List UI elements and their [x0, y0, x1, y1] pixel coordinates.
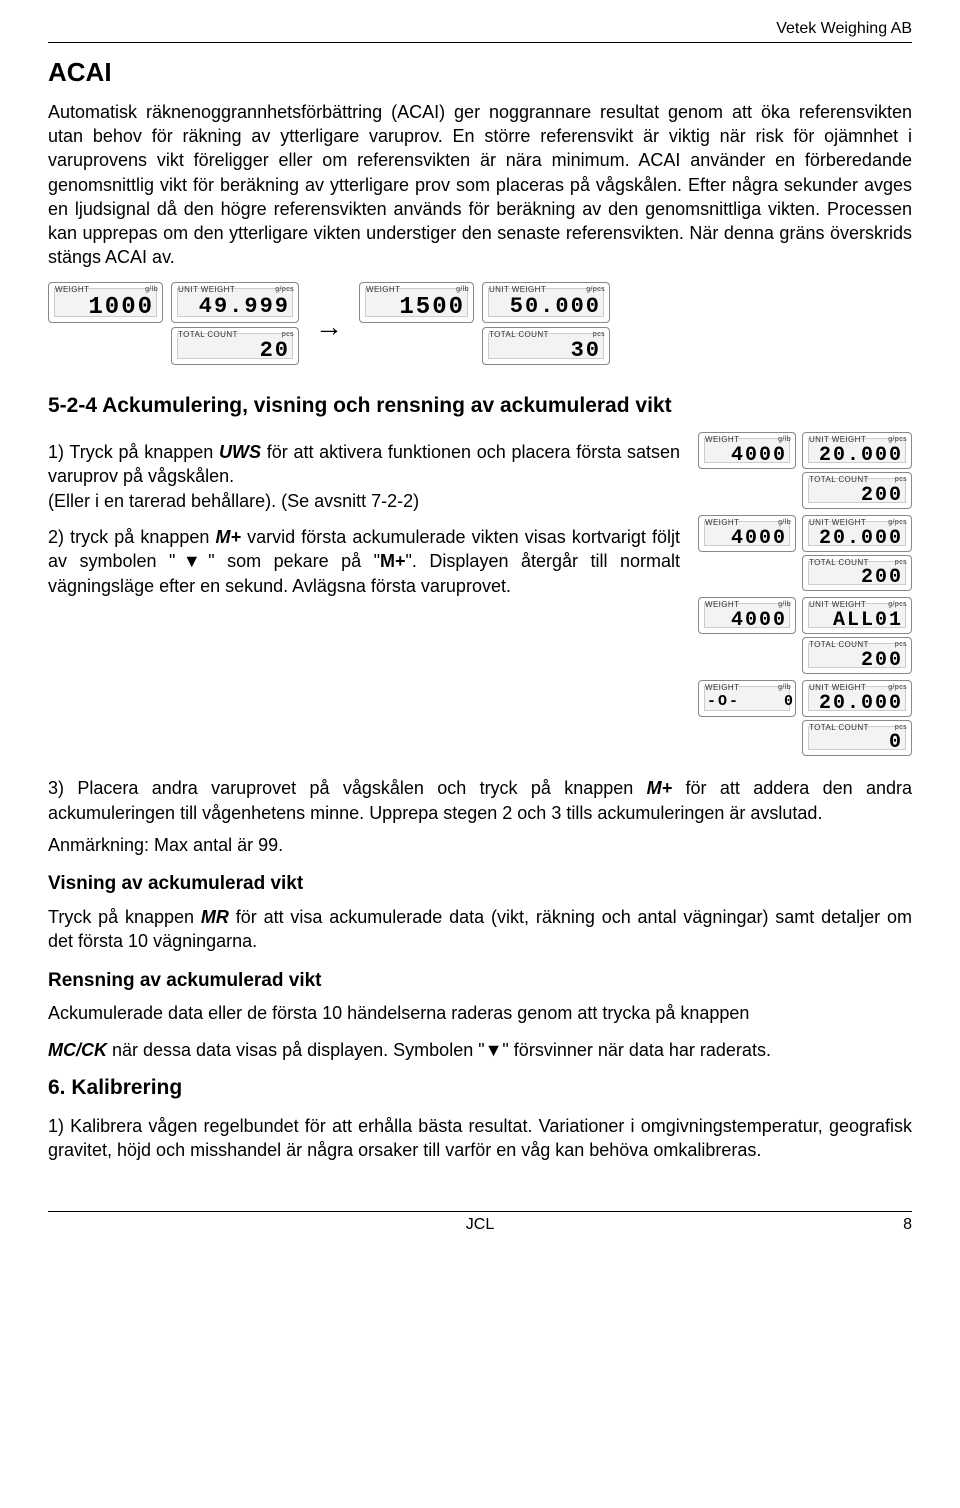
lcd-value: 20.000 — [807, 529, 907, 550]
lcd-value: 20.000 — [807, 694, 907, 715]
visning-title: Visning av ackumulerad vikt — [48, 871, 912, 897]
lcd-total-count: TOTAL COUNTpcs200 — [802, 472, 912, 509]
lcd-total-count: TOTAL COUNTpcs200 — [802, 555, 912, 592]
display-state-4: WEIGHTg/lb-O- 0 UNIT WEIGHTg/pcs20.000 T… — [698, 680, 912, 757]
lcd-value: 20.000 — [807, 446, 907, 467]
lcd-weight: WEIGHTg/lb 1500 — [359, 282, 474, 323]
lcd-weight: WEIGHTg/lb-O- 0 — [698, 680, 796, 717]
lcd-value: 4000 — [703, 529, 791, 550]
lcd-value: 200 — [807, 486, 907, 507]
lcd-value: 50.000 — [487, 296, 605, 319]
display-sequence: WEIGHTg/lb4000 UNIT WEIGHTg/pcs20.000 TO… — [698, 432, 912, 756]
lcd-weight: WEIGHTg/lb4000 — [698, 597, 796, 634]
acai-display-example: WEIGHTg/lb 1000 UNIT WEIGHTg/pcs 49.999 … — [48, 282, 912, 372]
lcd-unit-weight: UNIT WEIGHTg/pcs20.000 — [802, 680, 912, 717]
lcd-total-count: TOTAL COUNTpcs200 — [802, 637, 912, 674]
lcd-value: -O- 0 — [703, 694, 791, 710]
display-group-right: WEIGHTg/lb 1500 UNIT WEIGHTg/pcs 50.000 … — [359, 282, 610, 366]
lcd-value: 49.999 — [176, 296, 294, 319]
lcd-value: 4000 — [703, 611, 791, 632]
footer-left: JCL — [466, 1214, 494, 1236]
lcd-value: ALL01 — [807, 611, 907, 632]
company-name: Vetek Weighing AB — [776, 20, 912, 37]
acai-title: ACAI — [48, 55, 912, 90]
display-state-1: WEIGHTg/lb4000 UNIT WEIGHTg/pcs20.000 TO… — [698, 432, 912, 509]
lcd-total-count: TOTAL COUNTpcs 30 — [482, 327, 610, 366]
page-header: Vetek Weighing AB — [48, 18, 912, 43]
kalib-text: 1) Kalibrera vågen regelbundet för att e… — [48, 1114, 912, 1163]
lcd-total-count: TOTAL COUNTpcs0 — [802, 720, 912, 757]
visning-text: Tryck på knappen MR för att visa ackumul… — [48, 905, 912, 954]
lcd-weight: WEIGHTg/lb4000 — [698, 432, 796, 469]
rensning-p2: MC/CK när dessa data visas på displayen.… — [48, 1038, 912, 1062]
step-2: 2) tryck på knappen M+ varvid första ack… — [48, 525, 680, 598]
lcd-value: 30 — [487, 340, 605, 363]
display-state-3: WEIGHTg/lb4000 UNIT WEIGHTg/pcsALL01 TOT… — [698, 597, 912, 674]
lcd-unit-weight: UNIT WEIGHTg/pcs 49.999 — [171, 282, 299, 323]
step-3: 3) Placera andra varuprovet på vågskålen… — [48, 776, 912, 825]
lcd-value: 1500 — [364, 296, 469, 321]
display-group-left: WEIGHTg/lb 1000 UNIT WEIGHTg/pcs 49.999 … — [48, 282, 299, 366]
note-max: Anmärkning: Max antal är 99. — [48, 833, 912, 857]
lcd-value: 20 — [176, 340, 294, 363]
acai-paragraph: Automatisk räknenoggrannhetsförbättring … — [48, 100, 912, 270]
lcd-value: 200 — [807, 568, 907, 589]
footer-page-number: 8 — [494, 1214, 912, 1236]
arrow-icon: → — [311, 282, 347, 372]
step-1: 1) Tryck på knappen UWS för att aktivera… — [48, 440, 680, 513]
lcd-unit-weight: UNIT WEIGHTg/pcs20.000 — [802, 515, 912, 552]
display-state-2: WEIGHTg/lb4000 UNIT WEIGHTg/pcs20.000 TO… — [698, 515, 912, 592]
rensning-title: Rensning av ackumulerad vikt — [48, 968, 912, 994]
page-footer: JCL 8 — [48, 1211, 912, 1236]
lcd-weight: WEIGHTg/lb 1000 — [48, 282, 163, 323]
lcd-weight: WEIGHTg/lb4000 — [698, 515, 796, 552]
lcd-value: 4000 — [703, 446, 791, 467]
lcd-unit-weight: UNIT WEIGHTg/pcs 50.000 — [482, 282, 610, 323]
section-524-title: 5-2-4 Ackumulering, visning och rensning… — [48, 392, 912, 420]
lcd-unit-weight: UNIT WEIGHTg/pcsALL01 — [802, 597, 912, 634]
lcd-total-count: TOTAL COUNTpcs 20 — [171, 327, 299, 366]
lcd-unit-weight: UNIT WEIGHTg/pcs20.000 — [802, 432, 912, 469]
lcd-value: 200 — [807, 651, 907, 672]
kalib-title: 6. Kalibrering — [48, 1074, 912, 1102]
lcd-value: 0 — [807, 733, 907, 754]
lcd-value: 1000 — [53, 296, 158, 321]
rensning-p1: Ackumulerade data eller de första 10 hän… — [48, 1001, 912, 1025]
